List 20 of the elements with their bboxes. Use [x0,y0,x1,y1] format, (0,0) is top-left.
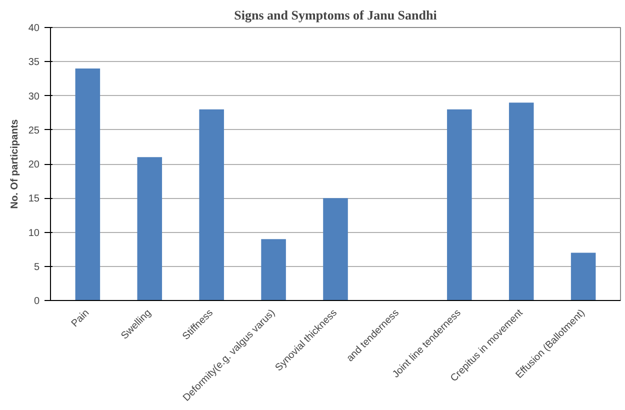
bar [199,109,224,300]
y-tick-label: 30 [28,91,40,102]
y-tick-label: 15 [28,194,40,205]
y-tick-label: 20 [28,160,40,170]
bar [75,68,100,300]
y-tick-label: 0 [34,296,40,307]
x-tick-label: Pain [70,308,92,330]
chart-title: Signs and Symptoms of Janu Sandhi [234,8,438,22]
bar [261,239,286,300]
bar [570,252,596,300]
y-tick-label: 10 [28,228,40,239]
bar [508,102,534,300]
y-axis-title: No. Of participants [9,118,20,209]
y-tick-label: 35 [28,57,40,68]
y-tick-label: 5 [34,262,40,273]
bar [447,109,472,300]
bar [323,198,348,300]
y-tick-label: 40 [28,23,40,34]
y-tick-label: 25 [28,125,40,136]
bar [137,157,162,300]
